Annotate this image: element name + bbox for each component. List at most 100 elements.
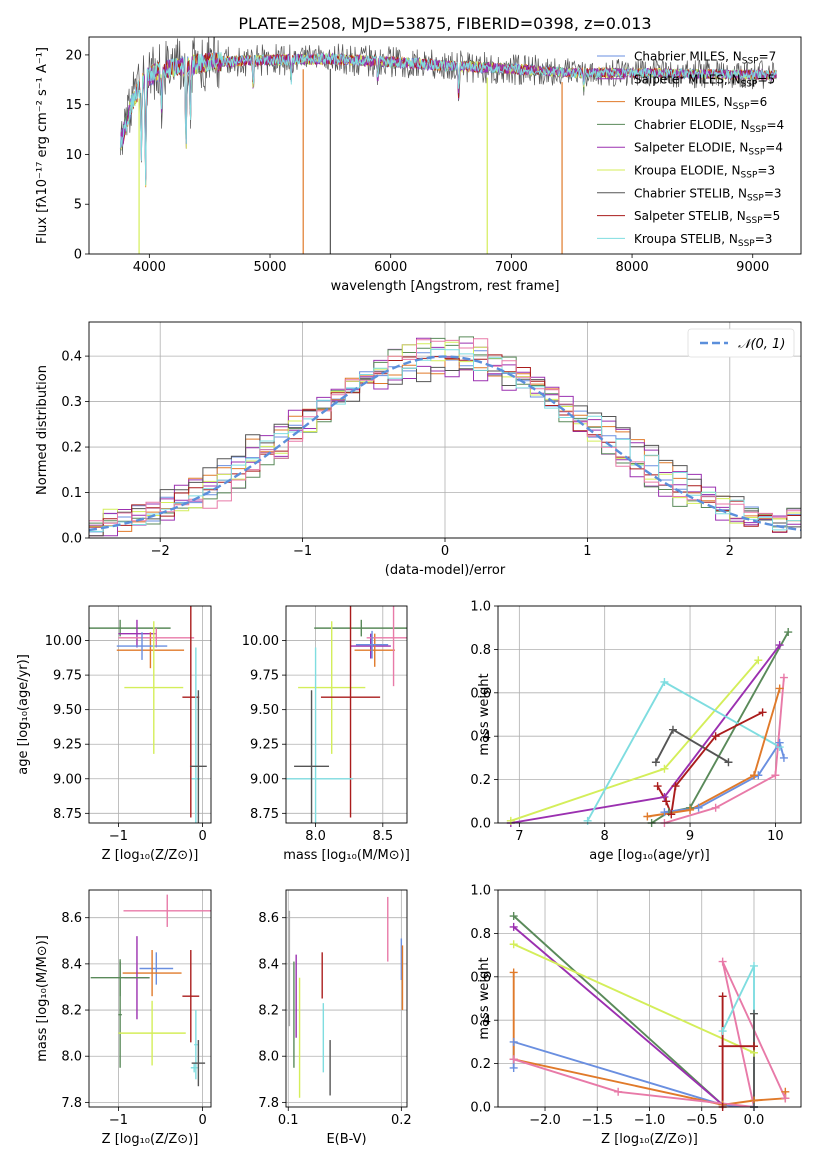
y-tick-label: 5: [74, 198, 82, 213]
spectrum-title: PLATE=2508, MJD=53875, FIBERID=0398, z=0…: [238, 14, 651, 33]
legend-entry: Chabrier STELIB, NSSP=3: [634, 186, 782, 203]
y-tick-label: 0.8: [470, 927, 491, 942]
x-tick-label: −1.0: [634, 1113, 666, 1128]
y-tick-label: 0.0: [470, 817, 491, 832]
weight-marker: [718, 1042, 727, 1051]
weight-marker: [775, 684, 784, 693]
x-tick-label: 7000: [495, 260, 528, 275]
legend-entry: 𝒩(0, 1): [738, 337, 785, 352]
y-tick-label: 0.4: [61, 350, 82, 365]
axes-frame: [88, 321, 802, 539]
y-tick-label: 8.2: [61, 1004, 82, 1019]
x-axis-label: Z [log₁₀(Z/Z⊙)]: [601, 1132, 698, 1147]
weight-marker: [653, 782, 662, 791]
legend-entry: Salpeter ELODIE, NSSP=4: [634, 141, 783, 158]
weight-series-5: [513, 960, 787, 1107]
weight-marker: [771, 771, 780, 780]
normal-curve: [89, 355, 801, 532]
x-tick-label: 6000: [374, 260, 407, 275]
y-tick-label: 9.00: [53, 772, 82, 787]
y-tick-label: 10.00: [45, 634, 82, 649]
legend-entry: Kroupa STELIB, NSSP=3: [634, 232, 772, 249]
axes-frame: [285, 605, 408, 824]
weight-marker: [662, 797, 671, 806]
weight-marker: [660, 677, 669, 686]
age-vs-mass-marks: [286, 606, 407, 823]
x-tick-label: −1: [109, 1113, 128, 1128]
x-tick-label: 0.2: [391, 1113, 412, 1128]
age-vs-Z-marks: [89, 606, 207, 823]
x-axis-label: (data-model)/error: [385, 563, 506, 578]
weight-marker: [643, 812, 652, 821]
y-tick-label: 1.0: [470, 884, 491, 899]
x-axis-label: age [log₁₀(age/yr)]: [589, 848, 710, 863]
x-tick-label: −1: [293, 544, 312, 559]
weight-marker: [509, 968, 518, 977]
y-tick-label: 1.0: [470, 600, 491, 615]
y-tick-label: 9.00: [250, 772, 279, 787]
y-tick-label: 0.8: [470, 643, 491, 658]
residuals-marks: [89, 336, 801, 538]
y-tick-label: 7.8: [258, 1096, 279, 1111]
weight-marker: [509, 1037, 518, 1046]
y-tick-label: 8.4: [61, 957, 82, 972]
x-tick-label: 5000: [253, 260, 286, 275]
axes-frame: [88, 36, 802, 255]
y-axis-label: mass weight: [477, 673, 492, 755]
legend-entry: Chabrier ELODIE, NSSP=4: [634, 118, 784, 135]
weight-vs-Z-panel: −2.0 −1.5 −1.0 −0.5 0.0 0.0 0.2 0.4 0.6 0.8 1.0 Z […: [470, 884, 802, 1147]
weight-marker: [775, 738, 784, 747]
weight-marker: [718, 1027, 727, 1036]
histogram-series-8: [89, 348, 801, 538]
spectrum-series-8: [119, 51, 777, 186]
weight-marker: [660, 764, 669, 773]
y-tick-label: 0.2: [61, 441, 82, 456]
spectrum-marks: [119, 37, 777, 254]
y-tick-label: 10: [65, 148, 82, 163]
y-tick-label: 0.1: [61, 486, 82, 501]
x-tick-label: −0.5: [686, 1113, 718, 1128]
mass-vs-Z-panel: −1 0 7.8 8.0 8.2 8.4 8.6 Z [log₁₀(Z/Z⊙)] mass [l…: [35, 889, 212, 1147]
weight-marker: [779, 753, 788, 762]
weight-marker: [509, 1063, 518, 1072]
x-tick-label: −2.0: [529, 1113, 561, 1128]
weight-series-2: [513, 943, 755, 1054]
axes-frame: [497, 889, 802, 1108]
weight-marker: [758, 708, 767, 717]
weight-marker: [509, 922, 518, 931]
residuals-legend: 𝒩(0, 1): [687, 328, 795, 358]
y-axis-label: age [log₁₀(age/yr)]: [16, 654, 31, 775]
x-axis-label: Z [log₁₀(Z/Z⊙)]: [102, 1132, 199, 1147]
y-tick-label: 0.4: [470, 1014, 491, 1029]
y-tick-label: 9.75: [250, 669, 279, 684]
weight-marker: [781, 1094, 790, 1103]
weight-marker: [711, 732, 720, 741]
histogram-series-6: [89, 366, 801, 538]
weight-marker: [668, 725, 677, 734]
weight-marker: [718, 957, 727, 966]
x-tick-label: 9000: [736, 260, 769, 275]
x-tick-label: 0.1: [278, 1113, 299, 1128]
y-axis-label: mass [log₁₀(M/M⊙)]: [35, 935, 50, 1062]
weight-marker: [509, 912, 518, 921]
mass-vs-EBV-panel: 0.1 0.2 7.8 8.0 8.2 8.4 8.6 E(B-V): [258, 889, 412, 1147]
weight-marker: [671, 782, 680, 791]
y-tick-label: 9.25: [250, 738, 279, 753]
axes-frame: [497, 605, 802, 824]
weight-marker: [509, 1055, 518, 1064]
x-tick-label: 2: [726, 544, 734, 559]
x-tick-label: 0: [198, 829, 206, 844]
y-tick-label: 0: [74, 248, 82, 263]
spectrum-panel: 4000 5000 6000 7000 8000 9000 0 5 10 15 20 waveleng…: [35, 36, 802, 294]
weight-marker: [784, 628, 793, 637]
x-tick-label: 8.0: [305, 829, 326, 844]
y-tick-label: 20: [65, 48, 82, 63]
age-vs-Z-panel: −1 0 8.75 9.00 9.25 9.50 9.75 10.00 Z [log₁₀(Z/Z…: [16, 605, 212, 863]
weight-marker: [694, 803, 703, 812]
y-tick-label: 8.2: [258, 1004, 279, 1019]
weight-marker: [718, 992, 727, 1001]
y-tick-label: 0.0: [470, 1101, 491, 1116]
x-axis-label: Z [log₁₀(Z/Z⊙)]: [102, 848, 199, 863]
weight-marker: [583, 816, 592, 825]
y-tick-label: 0.3: [61, 395, 82, 410]
